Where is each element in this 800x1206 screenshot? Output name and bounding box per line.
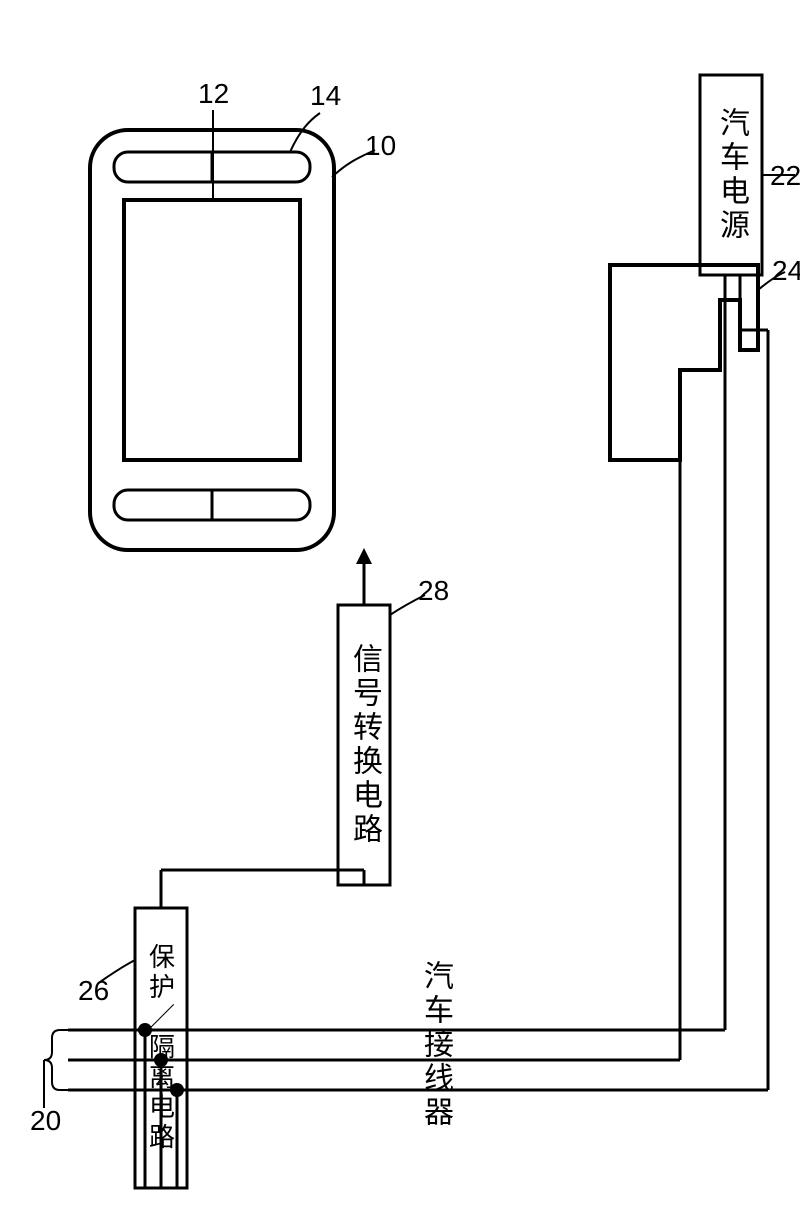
ref-14: 14 <box>310 80 341 112</box>
label-vehicle-bus: 汽车接线器 <box>415 915 455 1175</box>
wiring-svg <box>0 0 800 1206</box>
ref-24: 24 <box>772 255 800 287</box>
label-signal-conversion: 信号转换电路 <box>346 610 382 880</box>
ref-22: 22 <box>770 160 800 192</box>
ref-10: 10 <box>365 130 396 162</box>
label-vehicle-power: 汽车电源 <box>712 82 750 268</box>
label-protection-isolation: 保护／隔离电路 <box>143 913 179 1183</box>
ref-26: 26 <box>78 975 109 1007</box>
ref-28: 28 <box>418 575 449 607</box>
ref-12: 12 <box>198 78 229 110</box>
diagram-canvas: 10 12 14 28 26 20 24 22 信号转换电路 保护／隔离电路 汽… <box>0 0 800 1206</box>
ref-20: 20 <box>30 1105 61 1137</box>
